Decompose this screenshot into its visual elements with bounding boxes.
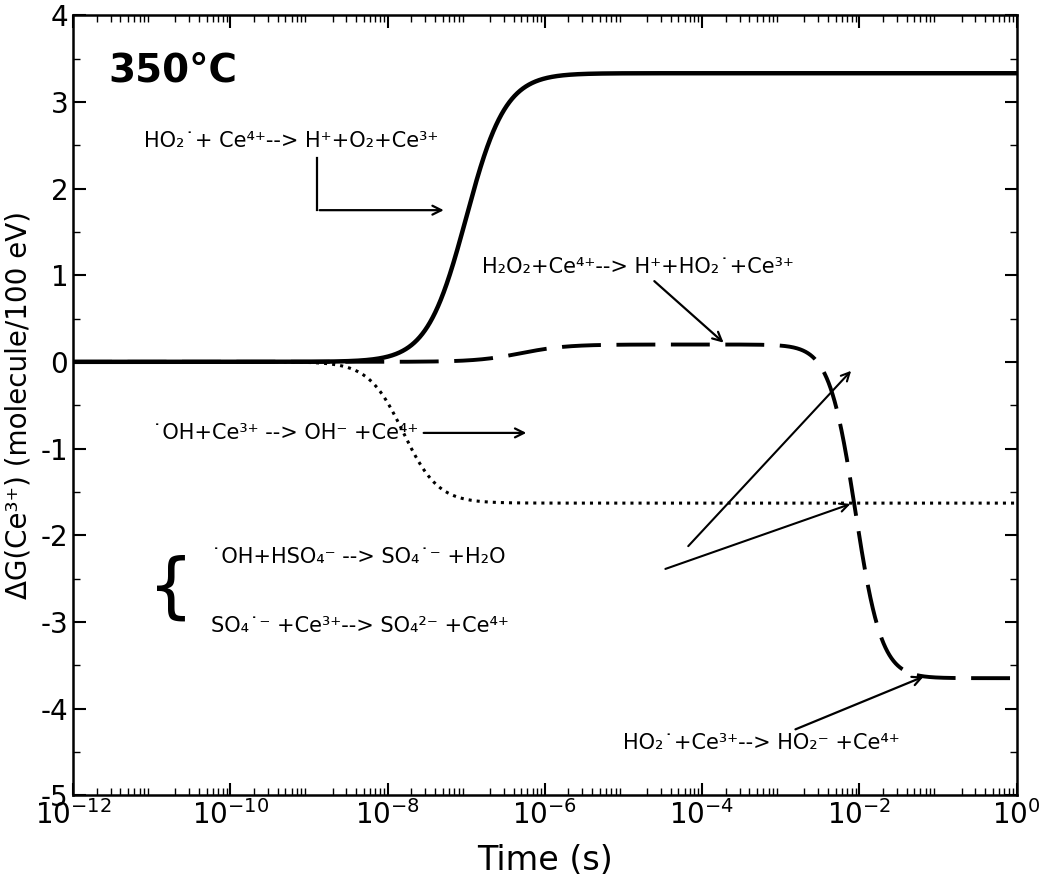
Text: {: { bbox=[147, 554, 193, 624]
Text: SO₄˙⁻ +Ce³⁺--> SO₄²⁻ +Ce⁴⁺: SO₄˙⁻ +Ce³⁺--> SO₄²⁻ +Ce⁴⁺ bbox=[211, 616, 509, 636]
Text: ˙OH+HSO₄⁻ --> SO₄˙⁻ +H₂O: ˙OH+HSO₄⁻ --> SO₄˙⁻ +H₂O bbox=[211, 547, 505, 566]
Text: ˙OH+Ce³⁺ --> OH⁻ +Ce⁴⁺: ˙OH+Ce³⁺ --> OH⁻ +Ce⁴⁺ bbox=[152, 423, 524, 443]
Text: HO₂˙+ Ce⁴⁺--> H⁺+O₂+Ce³⁺: HO₂˙+ Ce⁴⁺--> H⁺+O₂+Ce³⁺ bbox=[144, 131, 438, 151]
Y-axis label: ΔG(Ce³⁺) (molecule/100 eV): ΔG(Ce³⁺) (molecule/100 eV) bbox=[4, 211, 32, 599]
X-axis label: Time (s): Time (s) bbox=[477, 844, 612, 877]
Text: 350°C: 350°C bbox=[109, 52, 237, 90]
Text: HO₂˙+Ce³⁺--> HO₂⁻ +Ce⁴⁺: HO₂˙+Ce³⁺--> HO₂⁻ +Ce⁴⁺ bbox=[624, 677, 922, 753]
Text: H₂O₂+Ce⁴⁺--> H⁺+HO₂˙+Ce³⁺: H₂O₂+Ce⁴⁺--> H⁺+HO₂˙+Ce³⁺ bbox=[482, 256, 794, 341]
